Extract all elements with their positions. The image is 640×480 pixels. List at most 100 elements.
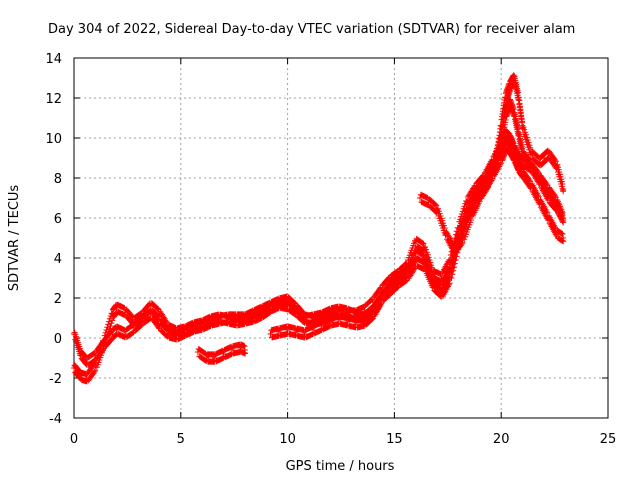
data-point: [233, 319, 240, 325]
data-points: [71, 72, 567, 385]
data-point-interp: [108, 320, 115, 327]
data-point-interp: [543, 181, 550, 187]
data-point-interp: [102, 339, 109, 346]
data-point-interp: [419, 240, 426, 247]
chart-title: Day 304 of 2022, Sidereal Day-to-day VTE…: [48, 22, 575, 37]
data-point-interp: [450, 264, 457, 271]
data-point: [301, 317, 308, 323]
data-point-interp: [422, 244, 429, 250]
data-point: [560, 235, 567, 241]
data-point-interp: [419, 252, 426, 259]
chart-grid: [74, 58, 608, 418]
data-point-interp: [446, 280, 453, 287]
data-point: [276, 301, 283, 307]
x-axis-label: GPS time / hours: [286, 459, 395, 474]
data-point-interp: [368, 316, 375, 323]
y-tick-label: 6: [54, 212, 62, 227]
data-point-interp: [107, 323, 114, 329]
data-point-interp: [526, 177, 533, 183]
data-point-interp: [521, 126, 528, 133]
data-point-interp: [106, 325, 113, 332]
data-point: [241, 347, 248, 353]
data-point-interp: [201, 350, 208, 357]
data-point-interp: [559, 231, 566, 237]
x-tick-label: 0: [70, 432, 78, 447]
data-point-interp: [426, 257, 433, 263]
x-tick-label: 10: [279, 432, 296, 447]
data-point-interp: [432, 201, 439, 208]
data-point-interp: [552, 193, 559, 199]
data-point-interp: [468, 217, 475, 223]
data-point-interp: [452, 257, 459, 263]
data-point-interp: [76, 345, 83, 352]
y-tick-label: 8: [54, 172, 62, 187]
y-tick-label: 12: [45, 92, 62, 107]
y-tick-label: 0: [54, 332, 62, 347]
data-point-interp: [458, 241, 465, 247]
data-point-interp: [425, 254, 432, 261]
data-point: [224, 317, 231, 323]
data-point: [293, 329, 300, 335]
data-point-interp: [522, 129, 529, 136]
data-point: [284, 327, 291, 333]
data-point: [335, 307, 342, 313]
axis-ticks: 0 5 10 15 20 25 -4 -2 0 2 4 6 8 10 12 14: [45, 52, 616, 447]
data-point-interp: [526, 142, 533, 149]
data-point-interp: [91, 369, 98, 375]
data-point-interp: [155, 324, 162, 331]
data-point-interp: [105, 328, 112, 335]
data-point-interp: [104, 334, 111, 341]
data-point: [207, 317, 214, 323]
data-point-interp: [109, 317, 116, 324]
data-point: [335, 317, 342, 323]
data-point-interp: [163, 318, 170, 325]
data-point: [310, 315, 317, 321]
data-point-interp: [154, 305, 161, 312]
y-tick-label: -2: [49, 372, 62, 387]
data-point: [553, 163, 560, 169]
data-point: [241, 317, 248, 323]
data-point-interp: [519, 118, 526, 125]
data-point-interp: [299, 311, 306, 318]
data-point-interp: [493, 161, 500, 167]
data-point-interp: [559, 209, 566, 216]
data-point-interp: [441, 225, 448, 231]
data-point: [560, 215, 567, 221]
data-point-interp: [552, 157, 559, 163]
data-point-interp: [498, 129, 505, 136]
x-tick-label: 20: [493, 432, 510, 447]
data-point-interp: [525, 139, 532, 146]
data-point: [229, 347, 236, 353]
data-point-interp: [453, 253, 460, 260]
data-point-interp: [423, 249, 430, 256]
data-point: [190, 323, 197, 329]
data-point: [173, 329, 180, 335]
y-axis-label: SDTVAR / TECUs: [7, 185, 22, 292]
y-tick-label: -4: [49, 412, 62, 427]
data-point: [267, 331, 274, 337]
data-point-interp: [420, 240, 427, 247]
data-point: [327, 309, 334, 315]
data-point: [203, 355, 210, 361]
data-point-interp: [449, 271, 456, 278]
data-point-interp: [448, 275, 455, 281]
data-point: [352, 313, 359, 319]
data-point-interp: [484, 185, 491, 192]
data-point: [344, 319, 351, 325]
y-tick-label: 4: [54, 252, 62, 267]
x-tick-label: 25: [600, 432, 617, 447]
data-point: [352, 321, 359, 327]
data-point-interp: [502, 101, 509, 108]
data-point-interp: [424, 251, 431, 258]
data-point-interp: [520, 124, 527, 130]
data-point-interp: [527, 144, 534, 151]
data-point: [216, 315, 223, 321]
data-point-interp: [559, 181, 566, 187]
data-point-interp: [497, 160, 504, 167]
data-point-interp: [534, 169, 541, 175]
data-point-interp: [552, 158, 559, 165]
data-point-interp: [103, 337, 110, 343]
data-point-interp: [522, 131, 529, 138]
data-point-interp: [104, 331, 111, 338]
